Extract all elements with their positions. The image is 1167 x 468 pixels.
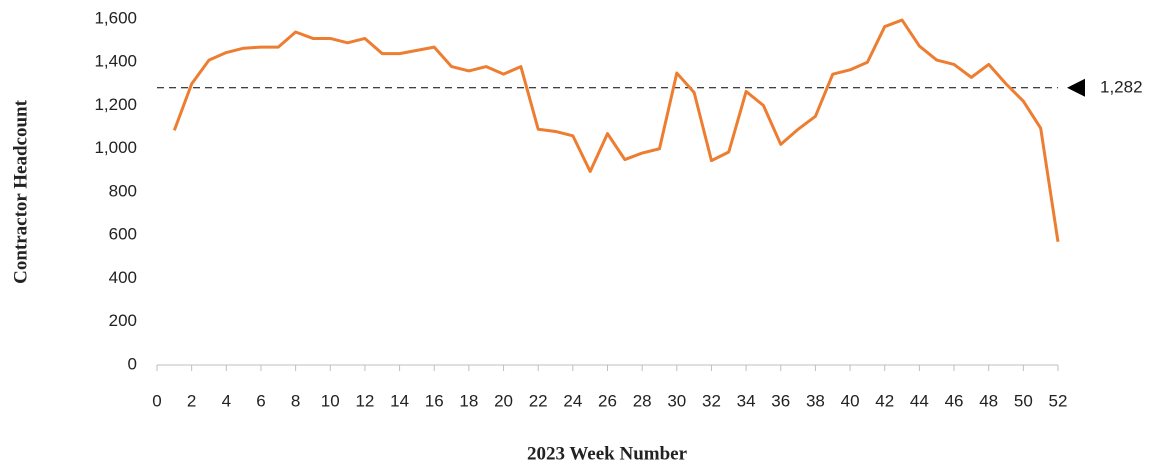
x-tick-label: 50 (1014, 391, 1033, 410)
y-tick-label: 600 (109, 225, 137, 244)
x-tick-label: 0 (152, 391, 161, 410)
x-tick-label: 42 (875, 391, 894, 410)
x-tick-label: 32 (702, 391, 721, 410)
x-tick-label: 28 (633, 391, 652, 410)
x-tick-label: 24 (563, 391, 582, 410)
x-tick-label: 48 (979, 391, 998, 410)
x-tick-label: 4 (222, 391, 231, 410)
x-tick-label: 38 (806, 391, 825, 410)
y-tick-label: 800 (109, 181, 137, 200)
x-tick-label: 18 (459, 391, 478, 410)
y-tick-label: 200 (109, 311, 137, 330)
x-tick-label: 8 (291, 391, 300, 410)
reference-label: 1,282 (1100, 77, 1143, 96)
y-tick-label: 1,000 (94, 138, 137, 157)
x-tick-label: 20 (494, 391, 513, 410)
x-tick-label: 14 (390, 391, 409, 410)
x-tick-label: 52 (1049, 391, 1068, 410)
y-axis-title: Contractor Headcount (10, 99, 31, 283)
x-tick-label: 6 (256, 391, 265, 410)
x-tick-label: 16 (425, 391, 444, 410)
y-tick-label: 400 (109, 268, 137, 287)
x-tick-label: 44 (910, 391, 929, 410)
x-tick-label: 12 (355, 391, 374, 410)
x-tick-label: 22 (529, 391, 548, 410)
x-tick-label: 2 (187, 391, 196, 410)
data-line (172, 18, 1060, 242)
x-tick-label: 10 (321, 391, 340, 410)
x-tick-label: 26 (598, 391, 617, 410)
x-tick-label: 40 (841, 391, 860, 410)
x-tick-label: 46 (945, 391, 964, 410)
y-tick-label: 0 (128, 354, 137, 373)
y-tick-label: 1,400 (94, 52, 137, 71)
y-tick-label: 1,600 (94, 8, 137, 27)
reference-marker (1067, 78, 1085, 97)
x-axis-title: 2023 Week Number (527, 443, 688, 464)
x-tick-label: 30 (667, 391, 686, 410)
y-tick-label: 1,200 (94, 95, 137, 114)
x-tick-label: 34 (737, 391, 756, 410)
x-tick-label: 36 (771, 391, 790, 410)
